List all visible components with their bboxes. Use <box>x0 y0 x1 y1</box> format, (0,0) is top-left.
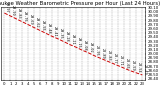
Text: 28.77: 28.77 <box>112 53 116 63</box>
Text: 29.62: 29.62 <box>34 17 38 28</box>
Title: Milwaukee Weather Barometric Pressure per Hour (Last 24 Hours): Milwaukee Weather Barometric Pressure pe… <box>0 1 160 6</box>
Text: 29.35: 29.35 <box>58 28 62 39</box>
Text: 29.28: 29.28 <box>64 31 68 42</box>
Text: 29.48: 29.48 <box>46 23 50 33</box>
Text: 28.65: 28.65 <box>124 58 128 68</box>
Text: 29.69: 29.69 <box>28 14 32 25</box>
Text: 29.15: 29.15 <box>76 37 80 47</box>
Text: 28.83: 28.83 <box>106 50 110 61</box>
Text: 29.08: 29.08 <box>82 40 86 50</box>
Text: 29.76: 29.76 <box>22 11 26 22</box>
Text: 28.54: 28.54 <box>136 62 140 73</box>
Text: 29.41: 29.41 <box>52 26 56 36</box>
Text: 28.89: 28.89 <box>100 48 104 58</box>
Text: 29.97: 29.97 <box>4 2 8 13</box>
Text: 29.21: 29.21 <box>70 34 74 45</box>
Text: 28.49: 28.49 <box>142 64 146 75</box>
Text: 28.71: 28.71 <box>118 55 122 66</box>
Text: 28.95: 28.95 <box>94 45 98 56</box>
Text: 29.02: 29.02 <box>88 42 92 53</box>
Text: 28.59: 28.59 <box>130 60 134 71</box>
Text: 29.90: 29.90 <box>10 5 14 16</box>
Text: 29.83: 29.83 <box>16 8 20 19</box>
Text: 29.55: 29.55 <box>40 20 44 31</box>
